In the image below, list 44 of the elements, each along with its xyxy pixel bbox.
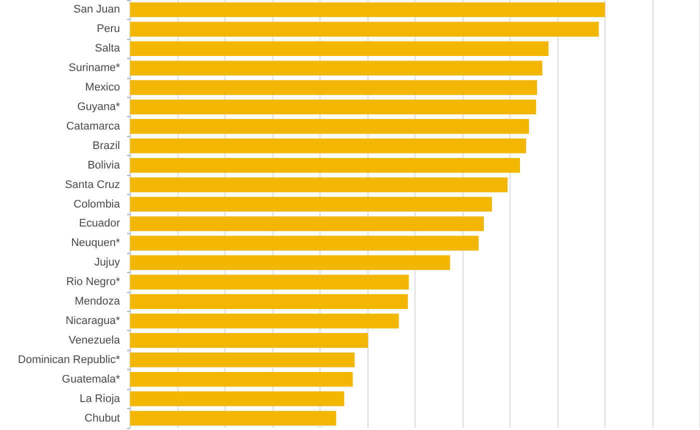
bar: [130, 391, 344, 406]
bar: [130, 158, 520, 173]
bar: [130, 41, 548, 56]
y-tick-label: Ecuador: [79, 218, 120, 230]
bar: [130, 177, 508, 192]
bar: [130, 294, 408, 309]
y-tick-label: Santa Cruz: [64, 178, 120, 191]
bar: [130, 138, 526, 154]
y-tick-label: Dominican Republic*: [18, 354, 121, 366]
y-tick-label: Rio Negro*: [66, 276, 121, 288]
y-tick-label: Peru: [96, 23, 120, 36]
bar: [130, 274, 409, 290]
y-tick-label: Colombia: [74, 198, 121, 210]
bar: [130, 372, 353, 387]
y-tick-label: Suriname*: [68, 62, 121, 74]
bar: [130, 2, 605, 18]
y-tick-label: Neuquen*: [71, 237, 121, 250]
y-tick-label: Venezuela: [68, 334, 121, 346]
bar: [130, 22, 599, 37]
bar: [130, 314, 399, 328]
bar: [130, 119, 529, 134]
bar: [130, 80, 538, 95]
y-tick-label: Chubut: [84, 412, 120, 424]
y-tick-label: Brazil: [92, 140, 120, 152]
bar: [130, 352, 355, 368]
y-tick-label: Catamarca: [66, 120, 121, 132]
bar: [130, 410, 336, 426]
y-tick-label: Guatemala*: [62, 373, 121, 386]
bar: [130, 216, 484, 232]
y-tick-label: La Rioja: [80, 392, 121, 405]
y-tick-label: San Juan: [74, 4, 120, 16]
bar: [130, 333, 368, 348]
bar: [130, 255, 450, 270]
bar: [130, 236, 479, 251]
y-tick-label: Jujuy: [94, 256, 120, 269]
y-tick-label: Guyana*: [77, 101, 121, 113]
y-tick-label: Bolivia: [88, 159, 121, 172]
bar: [130, 100, 536, 114]
y-tick-label: Mexico: [85, 82, 120, 94]
y-tick-label: Nicaragua*: [66, 315, 121, 327]
bar: [130, 60, 542, 76]
y-tick-label: Salta: [94, 42, 121, 55]
bar: [130, 196, 492, 212]
y-tick-label: Mendoza: [74, 296, 121, 308]
